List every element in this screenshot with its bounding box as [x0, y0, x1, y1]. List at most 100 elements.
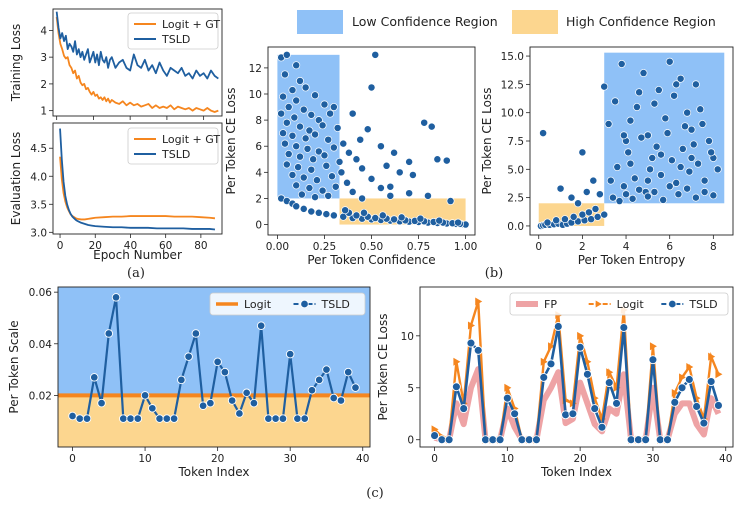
scatter-point	[309, 155, 318, 164]
plot-area	[277, 50, 470, 229]
logit-point	[475, 297, 483, 306]
tsld-point	[264, 414, 273, 423]
tsld-point	[322, 365, 331, 374]
tsld-series-line	[59, 128, 216, 231]
tsld-point	[626, 435, 636, 445]
scatter-point	[296, 152, 304, 161]
scatter-point	[280, 139, 289, 148]
tsld-point	[177, 375, 186, 385]
x-tick-label: 0	[69, 453, 76, 465]
logit-point	[577, 331, 585, 340]
scatter-point	[328, 172, 336, 181]
y-tick-label: 4.0	[30, 171, 47, 183]
scatter-point	[584, 208, 593, 217]
y-tick-label: 8	[255, 115, 262, 127]
tsld-point	[329, 393, 338, 403]
scatter-point	[578, 148, 587, 157]
legend-label: Logit + GT	[162, 18, 220, 31]
scatter-point	[639, 69, 648, 77]
tsld-point	[75, 414, 85, 423]
scatter-point	[569, 212, 578, 221]
y-tick-label: 0.06	[29, 287, 53, 299]
scatter-point	[284, 150, 293, 159]
tsld-point	[133, 414, 143, 423]
tsld-point	[82, 414, 92, 423]
scatter-point	[292, 61, 301, 70]
scatter-point	[578, 210, 587, 219]
logit-point	[540, 357, 548, 366]
tsld-point	[285, 349, 295, 359]
tsld-point	[532, 435, 541, 445]
tsld-point	[575, 342, 585, 352]
scatter-point	[446, 197, 455, 206]
tsld-point	[104, 329, 114, 338]
scatter-point	[376, 142, 385, 151]
scatter-point	[358, 194, 367, 203]
tsld-point	[68, 411, 77, 421]
tsld-point	[663, 435, 672, 445]
chart-ce_vs_confidence: 0.00 0.25 0.50 0.75 1.00 0 2 4 6 8 10 12 Per Token C…	[224, 46, 477, 267]
x-tick-label: 6	[666, 241, 673, 253]
scatter-point	[296, 122, 304, 131]
y-tick-label: 4	[40, 25, 47, 37]
scatter-point	[643, 131, 652, 140]
scatter-point	[705, 137, 713, 145]
scatter-point	[709, 191, 718, 200]
tsld-point	[430, 431, 440, 441]
tsld-point	[155, 414, 164, 423]
scatter-point	[314, 208, 323, 217]
x-tick-label: 20	[89, 240, 102, 252]
y-tick-label: 12.5	[501, 79, 524, 91]
tsld-point	[517, 435, 527, 445]
scatter-point	[288, 131, 297, 140]
logit-point	[708, 352, 716, 361]
scatter-point	[343, 178, 351, 187]
scatter-point	[670, 91, 679, 100]
tsld-point	[148, 404, 157, 413]
scatter-point	[672, 178, 681, 187]
plot-area	[430, 297, 723, 445]
tsld-point	[466, 338, 476, 348]
tsld-point	[597, 422, 607, 432]
tsld-point	[648, 355, 658, 365]
scatter-point	[659, 195, 668, 204]
tsld-point	[343, 367, 353, 377]
x-tick-label: 20	[573, 453, 586, 465]
tsld-point	[502, 393, 512, 403]
scatter-point	[650, 99, 659, 108]
scatter-point	[352, 211, 361, 220]
scatter-point	[339, 139, 348, 148]
tsld-point	[451, 382, 461, 392]
scatter-point	[619, 131, 628, 140]
x-tick-label: 0.00	[266, 241, 289, 253]
legend-box	[209, 292, 366, 316]
x-tick-label: 40	[124, 240, 137, 252]
scatter-point	[613, 163, 622, 171]
tsld-point	[488, 435, 498, 445]
scatter-point	[390, 215, 399, 224]
scatter-point	[378, 211, 387, 220]
scatter-point	[674, 190, 683, 199]
scatter-point	[626, 116, 635, 125]
scatter-point	[700, 176, 709, 185]
legend-marker	[595, 300, 602, 308]
scatter-point	[600, 82, 609, 91]
scatter-point	[637, 133, 646, 142]
scatter-point	[591, 205, 600, 213]
region-legend: Low Confidence Region High Confidence Re…	[297, 10, 716, 34]
scatter-point	[648, 154, 657, 162]
tsld-point	[692, 402, 702, 411]
tsld-point	[481, 435, 490, 445]
tsld-point	[561, 410, 571, 420]
y-axis-label: Training Loss	[9, 24, 23, 102]
y-tick-label: 1	[40, 106, 47, 118]
caption-c: (c)	[366, 486, 383, 501]
tsld-point	[336, 396, 346, 405]
scatter-point	[687, 154, 696, 162]
scatter-point	[435, 216, 444, 225]
tsld-point	[293, 414, 302, 423]
scatter-point	[416, 214, 425, 223]
scatter-point	[335, 157, 344, 166]
caption-b: (b)	[485, 266, 503, 281]
